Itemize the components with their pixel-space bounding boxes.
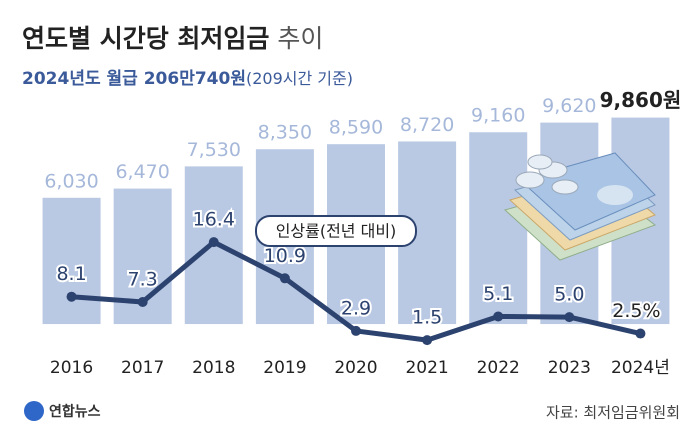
- bar: [469, 132, 528, 325]
- bar-value-label: 7,530: [187, 139, 241, 161]
- callout-text: 인상률(전년 대비): [276, 222, 397, 241]
- rate-value-label: 2.9: [341, 297, 371, 319]
- x-tick-label: 2021: [405, 358, 448, 378]
- rate-value-label: 8.1: [56, 263, 86, 285]
- x-tick-label: 2022: [477, 358, 520, 378]
- rate-value-label: 7.3: [128, 268, 158, 290]
- bar: [42, 197, 101, 325]
- rate-point: [493, 311, 504, 322]
- title-suffix: 추이: [277, 24, 323, 53]
- bar-value-label: 9,160: [471, 105, 525, 127]
- rate-point: [137, 296, 148, 307]
- bar-value-label: 8,350: [258, 122, 312, 144]
- rate-point: [564, 312, 575, 323]
- plot-area: 6,030 6,470 7,530 8,350 8,590 8,720 9,160 9,620…: [42, 88, 682, 378]
- x-tick-label: 2023: [548, 358, 591, 378]
- source: 자료: 최저임금위원회: [546, 404, 680, 422]
- x-tick-label: 2016: [50, 358, 93, 378]
- subtitle-main: 2024년도 월급 206만740원: [22, 69, 246, 89]
- bar-value-label: 8,720: [400, 114, 454, 136]
- line-callout: 인상률(전년 대비): [255, 215, 417, 247]
- bar-value-label: 6,030: [44, 170, 98, 192]
- money-illustration: [503, 152, 657, 261]
- x-tick-label: 2019: [263, 358, 306, 378]
- rate-point: [351, 325, 361, 336]
- rate-point: [208, 237, 219, 248]
- rate-value-label: 5.1: [483, 283, 513, 305]
- rate-point: [635, 328, 646, 339]
- x-tick-label: 2018: [192, 358, 235, 378]
- subtitle-note: (209시간 기준): [246, 69, 353, 88]
- x-tick-label: 2020: [334, 358, 377, 378]
- rate-value-label: 1.5: [412, 307, 442, 329]
- logo: 연합뉴스: [24, 401, 101, 421]
- logo-text: 연합뉴스: [49, 403, 101, 420]
- x-tick-label: 2024년: [611, 358, 670, 378]
- callout-box: [255, 215, 417, 247]
- rate-point: [279, 273, 290, 284]
- rate-value-label: 2.5%: [612, 300, 660, 322]
- bar-value-label: 8,590: [329, 117, 383, 139]
- rate-value-label: 16.4: [193, 209, 235, 231]
- chart-title: 연도별 시간당 최저임금 추이: [22, 24, 323, 53]
- logo-icon: [24, 401, 44, 421]
- rate-point: [422, 335, 433, 346]
- rate-value-label: 10.9: [264, 245, 306, 267]
- bar-value-label: 6,470: [115, 161, 169, 183]
- subtitle: 2024년도 월급 206만740원(209시간 기준): [22, 69, 353, 90]
- rate-point: [66, 291, 77, 302]
- bar-value-label: 9,620: [542, 95, 596, 117]
- x-tick-label: 2017: [121, 358, 164, 378]
- rate-value-label: 5.0: [554, 284, 584, 306]
- bar-value-label: 9,860원: [600, 88, 682, 112]
- title-main: 연도별 시간당 최저임금: [22, 24, 269, 53]
